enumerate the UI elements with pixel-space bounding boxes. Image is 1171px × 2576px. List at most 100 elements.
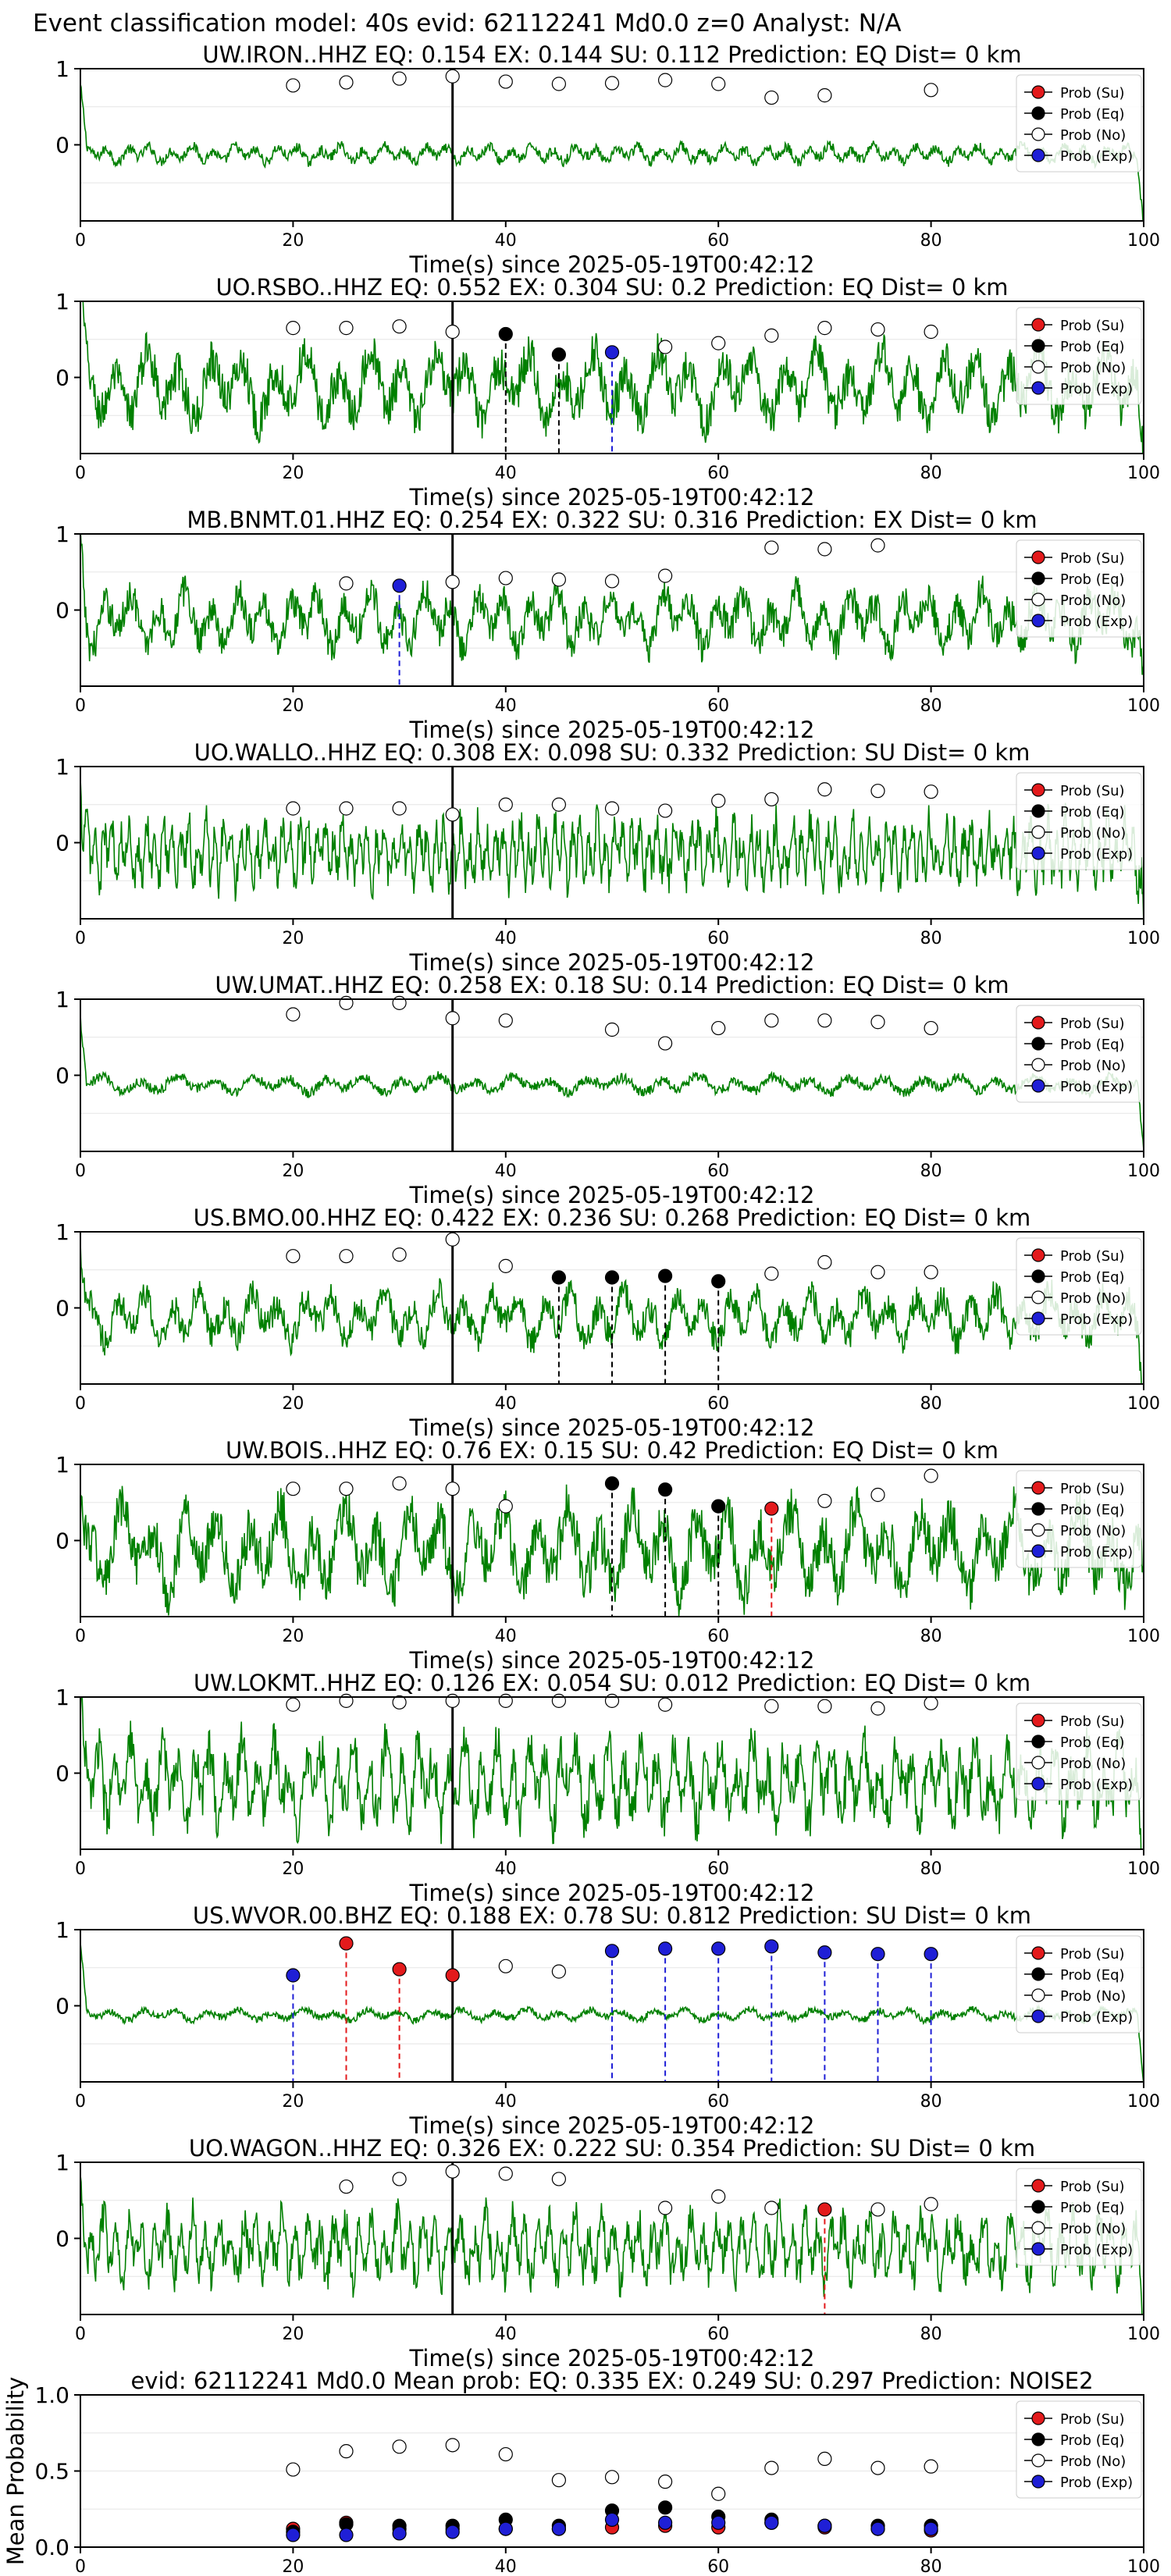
prob-marker-no [817,2451,832,2466]
x-tick-label: 60 [707,464,729,483]
x-axis-label: Time(s) since 2025-05-19T00:42:12 [409,1880,815,1906]
y-tick-label: 1 [55,289,69,315]
prob-marker-no [604,1693,620,1708]
prob-marker-no [870,1265,885,1279]
legend-box [1016,2168,1142,2266]
legend: Prob (Su) Prob (Eq) Prob (No) Prob (Exp) [1016,2168,1142,2266]
legend-marker-exp [1031,1777,1045,1791]
x-tick-label: 0 [75,1859,86,1879]
prob-marker-no [924,1695,938,1710]
prob-marker-no [657,2201,673,2215]
x-tick-label: 40 [495,1394,517,1414]
prob-marker-no [392,1695,407,1710]
prob-marker-no [870,1015,885,1030]
x-tick-label: 40 [495,1859,517,1879]
prob-marker-exp [392,578,407,593]
panel-title: UW.IRON..HHZ EQ: 0.154 EX: 0.144 SU: 0.1… [202,41,1021,68]
prob-marker-no [764,1266,779,1281]
prob-marker-no [339,1693,354,1708]
x-tick-label: 20 [282,696,304,716]
panel-8: US.WVOR.00.BHZ EQ: 0.188 EX: 0.78 SU: 0.… [55,1902,1160,2139]
legend-box [1016,1935,1142,2033]
legend-label: Prob (Su) [1060,1248,1125,1265]
y-tick-label: 1 [55,987,69,1012]
legend-label: Prob (No) [1060,360,1126,376]
panel-title: MB.BNMT.01.HHZ EQ: 0.254 EX: 0.322 SU: 0… [187,507,1037,533]
legend-label: Prob (Exp) [1060,2242,1133,2258]
x-tick-label: 0 [75,2092,86,2112]
prob-marker-no [445,575,460,589]
y-tick-label: 0 [55,1761,69,1787]
prob-marker-no [711,793,726,808]
legend-marker-exp [1031,2242,1045,2256]
x-tick-label: 80 [920,2557,942,2576]
plot-area [80,999,1144,1151]
x-tick-label: 40 [495,464,517,483]
y-axis-label: Mean Probability [2,2377,29,2566]
prob-marker-no [924,324,938,340]
x-tick-label: 60 [707,2557,729,2576]
prob-marker-no [817,321,832,336]
x-tick-label: 80 [920,1859,942,1879]
prob-marker-no [657,568,673,583]
prob-marker-no [657,340,673,354]
prob-marker-no [392,801,407,816]
legend-marker-eq [1031,1269,1045,1283]
plot-area [80,2162,1143,2314]
legend-marker-eq [1031,1037,1045,1051]
y-tick-label: 0 [55,1994,69,2019]
prob-marker-no [551,2473,567,2488]
prob-marker-no [924,2459,938,2474]
legend-marker-no [1031,1756,1045,1770]
prob-marker-no [817,1013,832,1028]
legend-marker-eq [1031,2200,1045,2214]
prob-marker-no [604,1022,620,1037]
prob-marker-eq [657,1268,673,1283]
legend-marker-no [1031,825,1045,839]
prob-marker-no [924,83,938,98]
panel-title: US.BMO.00.HHZ EQ: 0.422 EX: 0.236 SU: 0.… [194,1204,1031,1231]
x-tick-label: 0 [75,1162,86,1181]
legend-label: Prob (No) [1060,2453,1126,2470]
legend-label: Prob (No) [1060,1523,1126,1539]
legend: Prob (Su) Prob (Eq) Prob (No) Prob (Exp) [1016,1470,1142,1568]
figure-title: Event classification model: 40s evid: 62… [33,9,902,37]
waveform-trace [80,301,1144,454]
x-tick-label: 20 [282,2092,304,2112]
legend-marker-su [1031,1946,1045,1960]
prob-marker-no [445,807,460,822]
x-tick-label: 20 [282,231,304,251]
prob-marker-exp [817,1945,832,1960]
prob-marker-no [445,69,460,84]
waveform-trace [80,1242,1142,1384]
x-tick-label: 80 [920,1627,942,1646]
x-axis-label: Time(s) since 2025-05-19T00:42:12 [409,1182,815,1208]
x-tick-label: 0 [75,929,86,948]
legend-marker-no [1031,1988,1045,2002]
prob-marker-no [286,1482,301,1496]
x-axis-label: Time(s) since 2025-05-19T00:42:12 [409,484,815,511]
x-tick-label: 20 [282,1394,304,1414]
legend-label: Prob (Su) [1060,1016,1125,1032]
prob-marker-no [551,572,567,587]
prob-marker-no [286,1249,301,1264]
legend-label: Prob (Eq) [1060,1735,1125,1751]
legend-box [1016,307,1142,405]
y-tick-label: 1 [55,1452,69,1478]
y-tick-label: 1 [55,754,69,780]
legend-marker-exp [1031,381,1045,395]
y-tick-label: 1 [55,2150,69,2176]
prob-marker-no [657,1697,673,1712]
prob-marker-no [498,74,513,89]
legend-label: Prob (Exp) [1060,614,1133,630]
x-tick-label: 40 [495,2557,517,2576]
x-tick-label: 20 [282,1627,304,1646]
x-axis-label: Time(s) since 2025-05-19T00:42:12 [409,1647,815,1674]
y-tick-label: 0 [55,831,69,856]
plot-frame [80,2161,1144,2315]
legend-box [1016,1005,1142,1103]
legend-label: Prob (Eq) [1060,804,1125,820]
panel-7: UW.LOKMT..HHZ EQ: 0.126 EX: 0.054 SU: 0.… [55,1670,1160,1906]
legend-marker-no [1031,360,1045,374]
legend-label: Prob (Exp) [1060,381,1133,397]
